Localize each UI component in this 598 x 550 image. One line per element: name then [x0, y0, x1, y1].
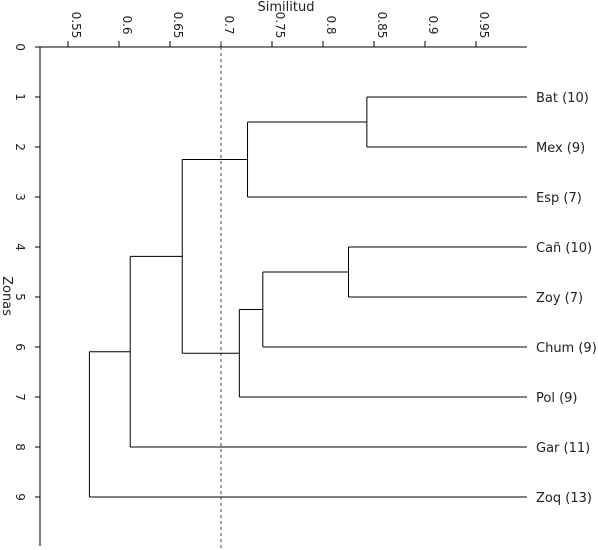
x-tick-label: 0.55: [69, 12, 83, 39]
y-tick-label: 8: [13, 443, 27, 451]
y-tick-label: 6: [13, 343, 27, 351]
y-tick-label: 5: [13, 293, 27, 301]
leaf-label: Zoy (7): [536, 291, 583, 306]
leaf-label: Zoq (13): [536, 491, 592, 506]
y-tick-label: 1: [13, 93, 27, 101]
y-tick-label: 3: [13, 193, 27, 201]
x-tick-label: 0.9: [426, 15, 440, 34]
y-axis: 0 1 2 3 4 5 6 7 8 9: [13, 43, 41, 546]
y-tick-label: 0: [13, 43, 27, 51]
y-tick-label: 4: [13, 243, 27, 251]
x-tick-label: 0.95: [477, 12, 491, 39]
x-axis-title: Similitud: [258, 0, 315, 15]
leaf-label: Bat (10): [536, 91, 589, 106]
leaf-label: Gar (11): [536, 441, 590, 456]
x-tick-label: 0.75: [273, 12, 287, 39]
x-axis: 0.55 0.6 0.65 0.7 0.75 0.8 0.85 0.9 0.95: [40, 12, 527, 48]
y-tick-label: 7: [13, 393, 27, 401]
leaf-label: Esp (7): [536, 191, 582, 206]
x-tick-label: 0.6: [120, 15, 134, 34]
x-tick-label: 0.8: [324, 15, 338, 34]
leaf-label: Mex (9): [536, 141, 585, 156]
y-tick-label: 9: [13, 493, 27, 501]
leaf-labels: Bat (10) Mex (9) Esp (7) Cañ (10) Zoy (7) Chu…: [536, 91, 597, 506]
x-tick-label: 0.7: [222, 15, 236, 34]
leaf-label: Chum (9): [536, 341, 597, 356]
y-tick-label: 2: [13, 143, 27, 151]
leaf-label: Cañ (10): [536, 241, 592, 256]
x-tick-label: 0.65: [171, 12, 185, 39]
dendrogram-tree: [88, 96, 527, 498]
y-axis-title: Zonas: [0, 276, 14, 316]
leaf-label: Pol (9): [536, 391, 578, 406]
x-tick-label: 0.85: [375, 12, 389, 39]
